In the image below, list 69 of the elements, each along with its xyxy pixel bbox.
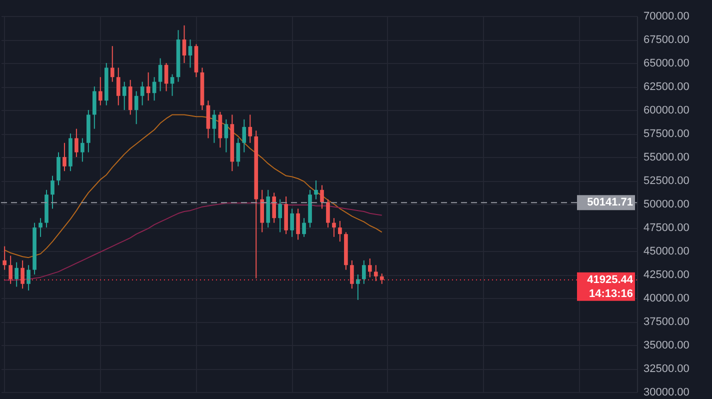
candlestick	[182, 24, 186, 64]
candlestick	[224, 118, 228, 153]
y-tick-label: 50000.00	[644, 198, 690, 210]
candlestick	[302, 218, 306, 238]
candlestick	[38, 218, 42, 238]
y-tick-label: 47500.00	[644, 222, 690, 234]
candlestick	[380, 273, 384, 284]
candlestick	[98, 76, 102, 106]
candlestick	[332, 218, 336, 238]
candlestick	[128, 79, 132, 116]
candlestick	[2, 246, 7, 270]
candlestick	[20, 260, 24, 290]
candlestick	[170, 74, 174, 96]
ref-line-label: 41925.44	[587, 274, 634, 286]
candlestick	[356, 274, 360, 300]
y-tick-label: 37500.00	[644, 316, 690, 328]
y-tick-label: 52500.00	[644, 175, 690, 187]
candlestick	[146, 72, 150, 102]
candlestick	[272, 192, 276, 224]
candlestick	[92, 86, 96, 130]
candlestick	[56, 152, 60, 186]
candlestick	[140, 81, 144, 106]
candlestick	[296, 208, 300, 240]
y-tick-label: 67500.00	[644, 34, 690, 46]
candlestick	[218, 111, 222, 148]
candlestick	[338, 220, 342, 242]
candlestick	[8, 255, 12, 284]
candlestick	[374, 264, 378, 282]
candlestick	[62, 142, 66, 172]
y-tick-label: 42500.00	[644, 269, 690, 281]
candlestick	[242, 118, 246, 153]
candlestick	[278, 198, 282, 233]
candlestick	[320, 184, 324, 210]
y-tick-label: 55000.00	[644, 152, 690, 164]
candlestick	[212, 110, 216, 144]
candlestick	[134, 90, 138, 125]
candlestick	[368, 258, 372, 278]
candlestick	[314, 180, 318, 200]
candlestick	[74, 128, 78, 158]
y-tick-label: 32500.00	[644, 363, 690, 375]
candlestick	[14, 262, 18, 288]
y-tick-label: 35000.00	[644, 340, 690, 352]
y-tick-label: 65000.00	[644, 58, 690, 70]
candlestick	[248, 114, 252, 144]
candlestick	[116, 67, 120, 106]
candlestick	[122, 81, 126, 110]
annotation: 14:13:16	[588, 288, 633, 300]
candlestick	[326, 198, 330, 228]
candlestick	[260, 189, 264, 233]
y-tick-label: 30000.00	[644, 386, 690, 398]
y-tick-label: 45000.00	[644, 246, 690, 258]
candlestick	[80, 138, 84, 162]
candlestick	[26, 264, 30, 291]
y-tick-label: 70000.00	[644, 10, 690, 22]
y-tick-label: 60000.00	[644, 104, 690, 116]
y-tick-label: 62500.00	[644, 81, 690, 93]
ref-line-label: 50141.71	[587, 196, 633, 209]
candlestick	[158, 58, 162, 92]
candlestick	[164, 62, 168, 92]
y-tick-label: 57500.00	[644, 128, 690, 140]
candlestick	[236, 138, 240, 167]
candlestick	[50, 175, 54, 210]
candlestick	[188, 39, 192, 68]
candlestick	[110, 46, 114, 82]
candlestick	[290, 208, 294, 238]
candlestick	[350, 260, 354, 290]
candlestick	[206, 100, 210, 139]
candlestick	[362, 260, 366, 284]
y-tick-label: 40000.00	[644, 292, 690, 304]
